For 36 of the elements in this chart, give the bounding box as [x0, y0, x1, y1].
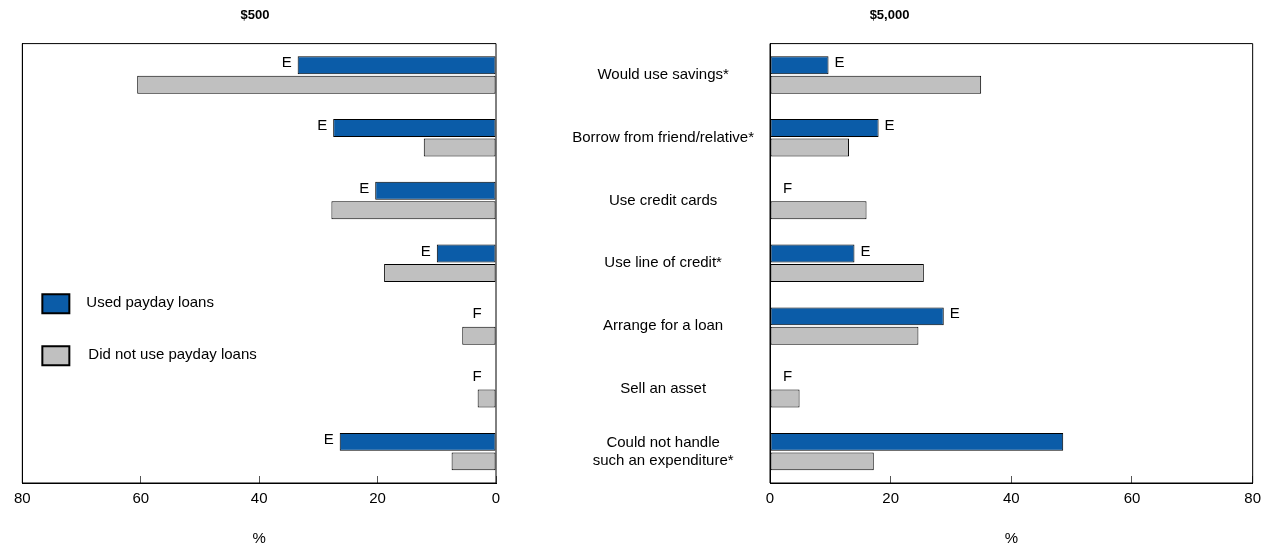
x-tick-label: 20: [882, 489, 900, 507]
y-tick-label: Use credit cards: [608, 190, 718, 208]
x-tick-label: 40: [1002, 489, 1020, 507]
x-tick-label: 40: [250, 489, 268, 507]
annotation: F: [472, 304, 482, 322]
x-tick-label: 0: [491, 489, 501, 507]
annotation: F: [782, 367, 793, 385]
x-tick-label: 80: [14, 489, 31, 507]
annotation: E: [834, 53, 845, 71]
annotation: E: [323, 430, 334, 448]
chart-title: $500: [240, 7, 270, 23]
annotation: E: [359, 178, 370, 196]
legend-label: Used payday loans: [86, 293, 214, 311]
x-axis-title: %: [1004, 529, 1018, 547]
annotation: E: [884, 116, 895, 134]
annotation: E: [420, 241, 431, 259]
x-tick-label: 60: [1123, 489, 1141, 507]
annotation: F: [472, 367, 482, 385]
legend-label: Did not use payday loans: [88, 345, 257, 363]
x-tick-label: 0: [765, 489, 775, 507]
chart-title: $5,000: [869, 7, 910, 23]
x-tick-label: 60: [132, 489, 150, 507]
annotation: E: [281, 53, 292, 71]
y-tick-label: Borrow from friend/relative*: [572, 127, 755, 145]
x-axis-title: %: [252, 529, 266, 547]
y-tick-label: Use line of credit*: [604, 253, 723, 271]
x-tick-label: 80: [1244, 489, 1261, 507]
annotation: E: [949, 304, 960, 322]
annotation: E: [317, 116, 328, 134]
annotation: E: [860, 241, 871, 259]
y-tick-label: Sell an asset: [620, 378, 707, 396]
annotation: F: [782, 178, 793, 196]
y-tick-label: Could not handle such an expenditure*: [592, 432, 734, 468]
x-tick-label: 20: [369, 489, 386, 507]
y-tick-label: Would use savings*: [597, 65, 730, 83]
y-tick-label: Arrange for a loan: [603, 316, 724, 334]
